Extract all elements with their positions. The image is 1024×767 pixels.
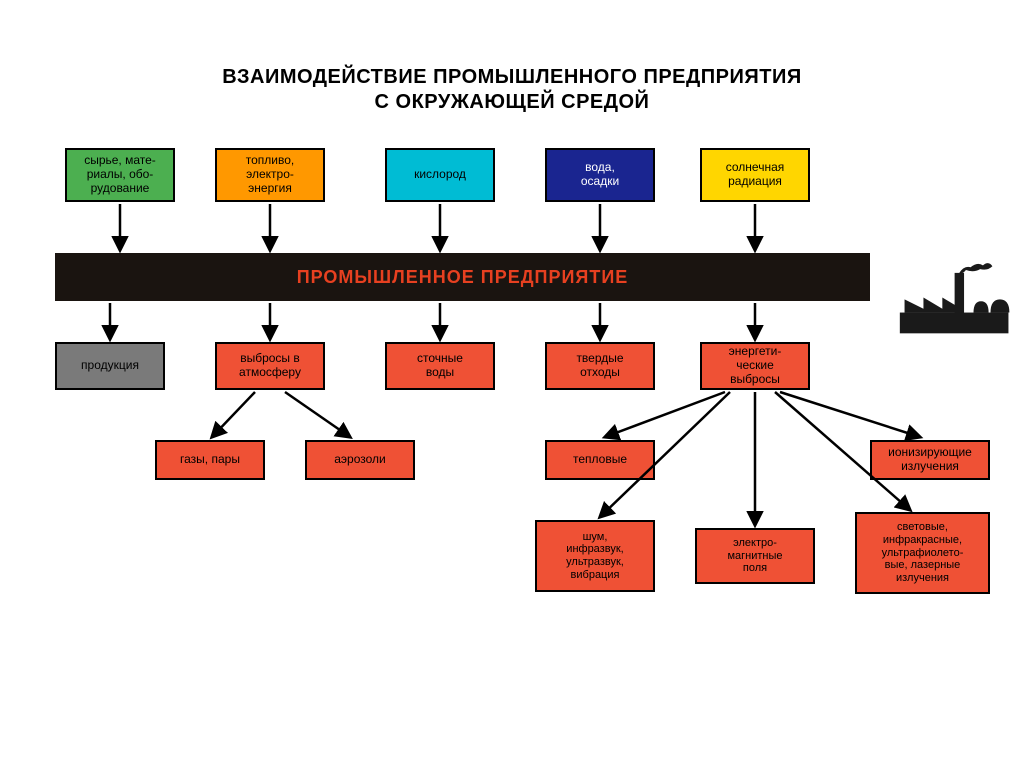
energy-thermal: тепловые — [545, 440, 655, 480]
output-solid-waste: твердыеотходы — [545, 342, 655, 390]
energy-noise: шум,инфразвук,ультразвук,вибрация — [535, 520, 655, 592]
input-fuel-energy: топливо,электро-энергия — [215, 148, 325, 202]
title-line2: С ОКРУЖАЮЩЕЙ СРЕДОЙ — [375, 91, 650, 113]
output-wastewater: сточныеводы — [385, 342, 495, 390]
factory-icon — [899, 254, 1014, 339]
emissions-gases: газы, пары — [155, 440, 265, 480]
energy-ionizing: ионизирующиеизлучения — [870, 440, 990, 480]
title-line1: ВЗАИМОДЕЙСТВИЕ ПРОМЫШЛЕННОГО ПРЕДПРИЯТИЯ — [222, 66, 801, 88]
output-product: продукция — [55, 342, 165, 390]
energy-optical: световые,инфракрасные,ультрафиолето-вые,… — [855, 512, 990, 594]
center-label: ПРОМЫШЛЕННОЕ ПРЕДПРИЯТИЕ — [297, 267, 629, 288]
input-water: вода,осадки — [545, 148, 655, 202]
diagram-title: ВЗАИМОДЕЙСТВИЕ ПРОМЫШЛЕННОГО ПРЕДПРИЯТИЯ… — [0, 65, 1024, 115]
center-enterprise-bar: ПРОМЫШЛЕННОЕ ПРЕДПРИЯТИЕ — [55, 253, 870, 301]
input-solar: солнечнаярадиация — [700, 148, 810, 202]
output-air-emissions: выбросы ватмосферу — [215, 342, 325, 390]
input-oxygen: кислород — [385, 148, 495, 202]
input-raw-materials: сырье, мате-риалы, обо-рудование — [65, 148, 175, 202]
output-energy-emissions: энергети-ческиевыбросы — [700, 342, 810, 390]
energy-emf: электро-магнитныеполя — [695, 528, 815, 584]
emissions-aerosols: аэрозоли — [305, 440, 415, 480]
